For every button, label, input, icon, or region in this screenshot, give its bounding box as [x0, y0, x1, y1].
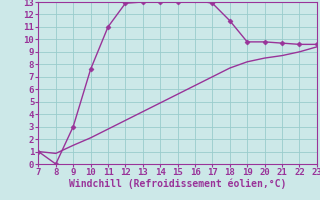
- X-axis label: Windchill (Refroidissement éolien,°C): Windchill (Refroidissement éolien,°C): [69, 179, 286, 189]
